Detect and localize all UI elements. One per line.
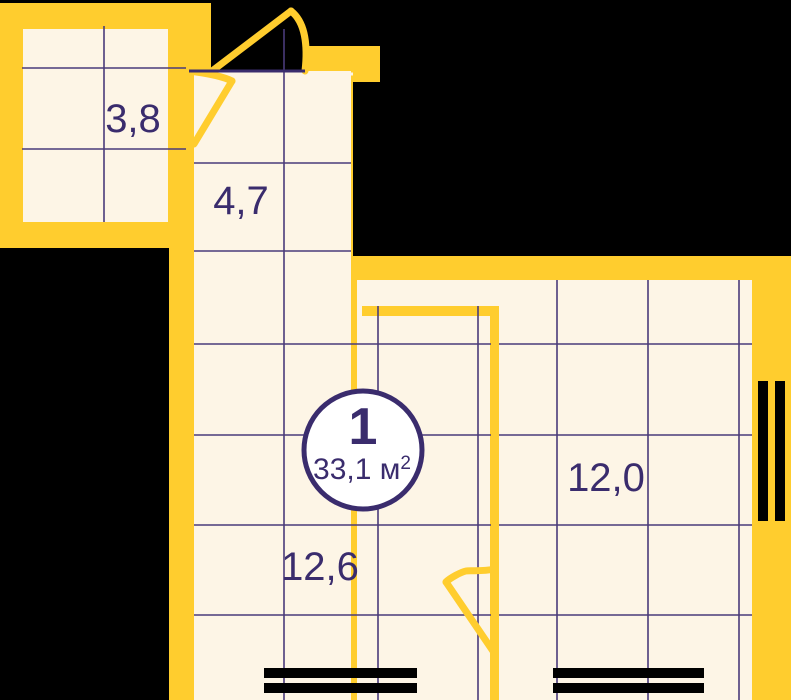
svg-text:4,7: 4,7 [213, 179, 269, 223]
svg-text:1: 1 [349, 398, 378, 456]
svg-text:33,1 м2: 33,1 м2 [313, 453, 411, 486]
svg-text:12,0: 12,0 [567, 456, 645, 500]
svg-text:12,6: 12,6 [281, 545, 359, 589]
svg-text:3,8: 3,8 [105, 97, 161, 141]
